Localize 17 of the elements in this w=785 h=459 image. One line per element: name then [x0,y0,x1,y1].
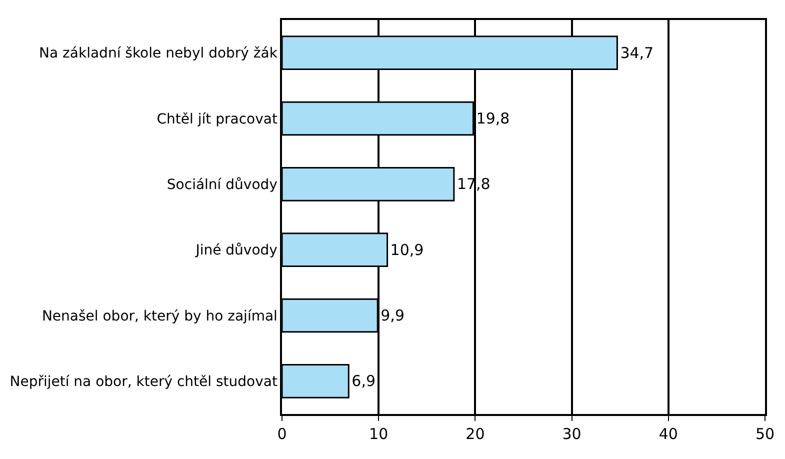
y-tick-label: Na základní škole nebyl dobrý žák [39,46,278,62]
y-tick-label: Jiné důvody [194,242,278,259]
y-tick-label: Sociální důvody [166,177,278,194]
x-tick-label: 50 [755,424,775,443]
x-tick-label: 10 [369,424,388,443]
x-tick-label: 30 [562,424,582,443]
y-tick-label: Nepřijetí na obor, který chtěl studovat [10,374,278,390]
y-tick-label: Nenašel obor, který by ho zajímal [42,308,278,324]
data-label: 34,7 [620,44,654,62]
data-label: 19,8 [476,110,510,128]
y-tick-label: Chtěl jít pracovat [156,111,278,128]
data-label: 9,9 [380,306,404,324]
data-label: 10,9 [390,240,424,259]
x-tick-label: 20 [466,424,485,443]
x-tick-label: 40 [658,424,678,443]
data-label: 6,9 [352,372,376,390]
x-tick-label: 0 [277,424,287,443]
